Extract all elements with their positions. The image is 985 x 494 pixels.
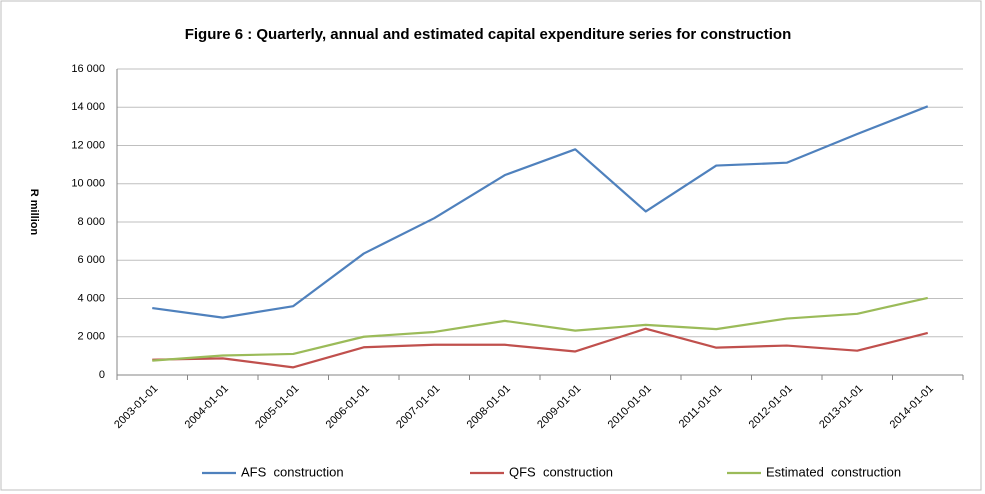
y-tick-label: 6 000 <box>77 254 105 266</box>
y-tick-label: 4 000 <box>77 292 105 304</box>
series-line <box>152 105 929 319</box>
series-line <box>152 327 929 369</box>
y-tick-label: 14 000 <box>71 101 105 113</box>
y-tick-label: 16 000 <box>71 63 105 75</box>
y-axis-label: R million <box>28 189 40 236</box>
legend-label: Estimated construction <box>766 464 901 479</box>
series-line <box>152 296 928 362</box>
y-tick-label: 12 000 <box>71 139 105 151</box>
y-tick-label: 10 000 <box>71 178 105 190</box>
y-tick-label: 8 000 <box>77 216 105 228</box>
chart-title: Figure 6 : Quarterly, annual and estimat… <box>185 26 792 43</box>
legend-label: QFS construction <box>509 464 613 479</box>
y-tick-label: 2 000 <box>77 331 105 343</box>
legend-label: AFS construction <box>241 464 344 479</box>
y-tick-label: 0 <box>99 369 105 381</box>
